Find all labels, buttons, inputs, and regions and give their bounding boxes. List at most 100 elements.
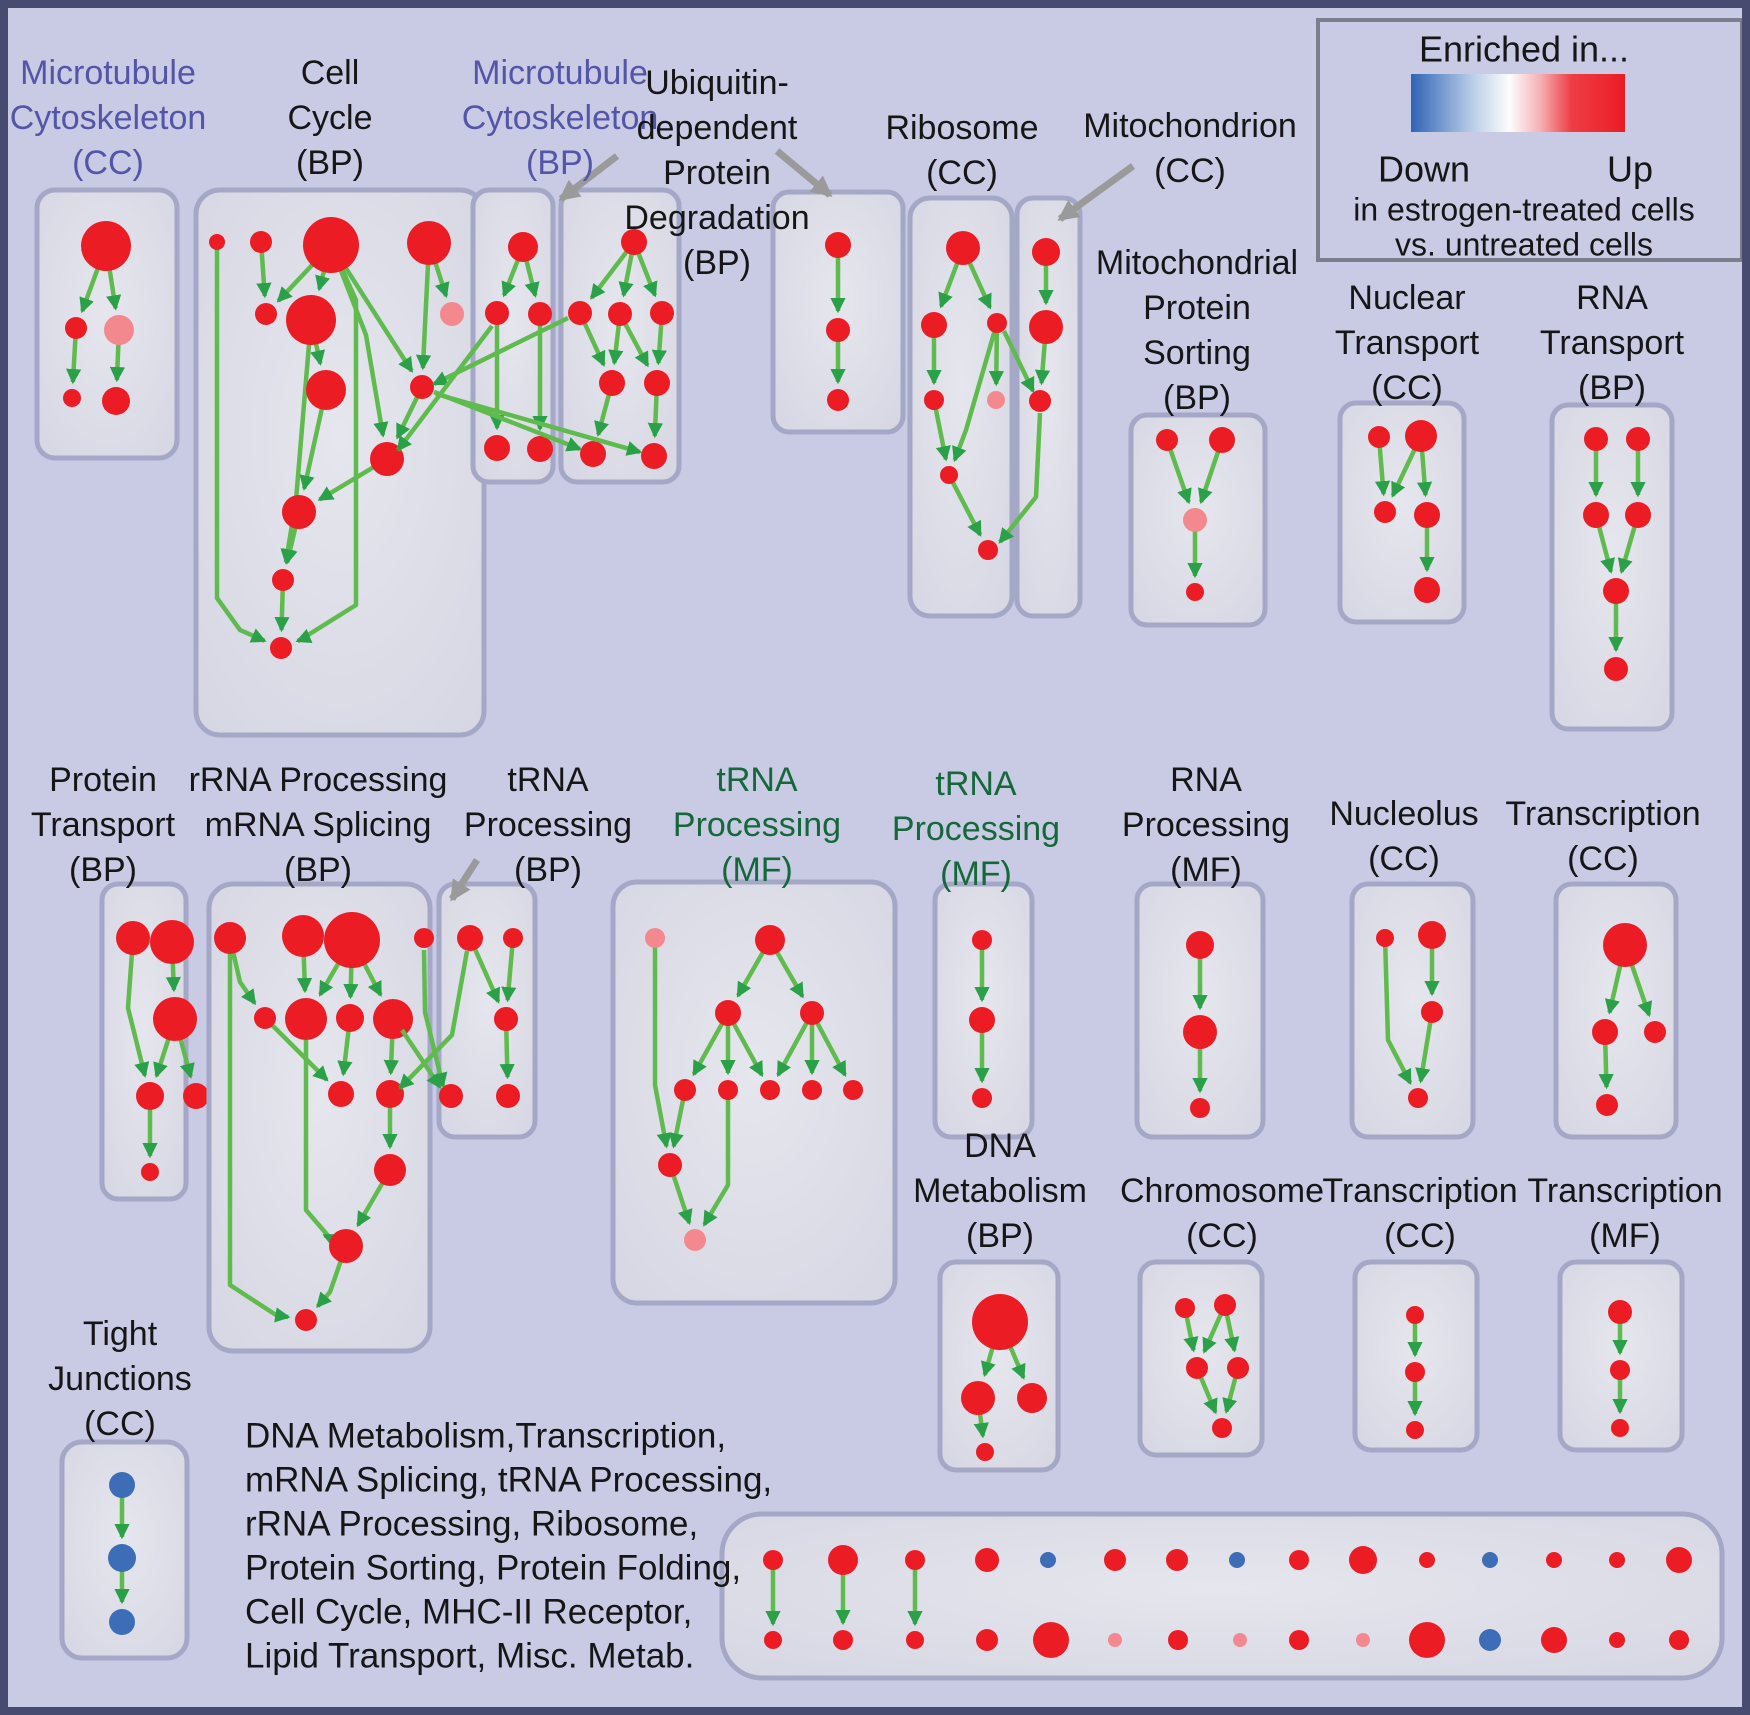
edge-arrow [702,1096,731,1227]
go-node-up-red [961,1381,995,1415]
go-node-up-red [972,930,992,950]
cluster-label-line: (BP) [296,144,364,182]
go-node-up-red [373,999,413,1039]
cluster-label-line: (BP) [514,851,582,889]
cluster-label-line: (CC) [84,1405,156,1443]
cluster-label-transcription-cc-mid: Transcription (CC) [1505,795,1700,878]
cluster-trna-mf-small [932,881,1035,1140]
go-node-weak-pink [645,928,665,948]
go-node-up-red [976,1443,994,1461]
cluster-box [558,187,682,485]
annotation-line: Protein Sorting, Protein Folding, [245,1548,741,1587]
go-node-up-red [370,442,404,476]
edge-arrow [932,405,951,462]
cluster-protein-transport [99,881,209,1202]
go-node-up-red [254,1007,276,1029]
cluster-label-line: Degradation [624,199,809,237]
go-node-up-red [1546,1552,1562,1568]
edge-arrow [1224,1311,1240,1353]
edge-arrow [988,328,1005,387]
cross-edge-arrow [998,412,1043,544]
go-node-up-red [1408,1088,1428,1108]
edge-arrow [580,318,606,367]
cluster-box [1134,881,1266,1140]
edge-arrow [647,390,663,439]
go-node-up-red [1186,583,1204,601]
edge-arrow [256,248,272,299]
edge-arrow [299,401,326,491]
go-node-weak-pink [440,302,464,326]
go-node-weak-pink [104,315,134,345]
cluster-label-line: Ubiquitin- [645,64,789,102]
go-node-down-blue [109,1609,135,1635]
cluster-mitochondrion-cc [1014,195,1083,619]
go-node-up-red [503,928,523,948]
cluster-label-line: Microtubule [472,54,648,92]
edge-arrow [499,1026,515,1080]
edge-arrow [1374,443,1391,497]
cluster-label-line: (BP) [526,144,594,182]
cluster-label-tight-junctions: Tight Junctions (CC) [48,1315,192,1443]
go-node-up-red [485,301,509,325]
go-node-up-red [650,301,674,325]
edge-arrow [652,944,672,1149]
go-node-up-red [150,920,194,964]
cluster-label-line: Cytoskeleton [462,99,659,137]
cluster-trna-bp [436,881,538,1140]
cluster-label-line: Nucleolus [1329,795,1478,833]
cluster-label-line: Sorting [1143,334,1251,372]
go-node-up-red [978,540,998,560]
go-node-up-red [1376,929,1394,947]
go-node-up-red [286,295,336,345]
go-node-up-red [374,1154,406,1186]
edge-arrow [1198,446,1222,505]
go-node-up-red [282,915,324,957]
go-node-up-red [905,1550,925,1570]
cluster-label-line: DNA [964,1127,1036,1165]
go-node-up-red [1032,238,1060,266]
go-node-up-red [924,390,944,410]
edge-arrow [335,259,389,438]
edge-arrow [1167,445,1192,505]
edge-arrow [66,334,82,385]
cluster-box [937,1259,1061,1473]
go-node-up-red [250,231,272,253]
cluster-label-line: Protein [663,154,771,192]
cluster-label-line: Transport [1335,324,1480,362]
go-node-up-red [496,1084,520,1108]
cluster-label-line: (BP) [69,851,137,889]
go-node-up-red [1644,1021,1666,1043]
edge-arrow [668,1096,686,1149]
cluster-dna-metabolism-bp [937,1259,1061,1473]
cluster-label-line: (MF) [721,851,793,889]
go-node-up-red [494,1007,518,1031]
edge-arrow [772,946,805,999]
go-node-up-red [1405,420,1437,452]
go-node-up-red [439,1084,463,1108]
edge-arrow [471,944,501,1004]
go-node-up-red [1414,577,1440,603]
go-node-down-blue [1482,1552,1498,1568]
edge-arrow [1595,521,1616,574]
go-node-up-red [1289,1550,1309,1570]
go-node-up-red [828,1545,858,1575]
cluster-label-line: Microtubule [20,54,196,92]
cluster-ubiquitin-1 [558,187,682,485]
cluster-box [719,1511,1725,1681]
go-node-weak-pink [1108,1633,1122,1647]
go-node-up-red [1418,921,1446,949]
edge-arrow [1202,1310,1225,1354]
go-node-up-red [136,1082,164,1110]
go-node-up-red [1349,1546,1377,1574]
go-node-up-red [1156,429,1178,451]
go-node-up-red [1541,1627,1567,1653]
edge-arrow [1415,1018,1434,1084]
go-node-up-red [272,569,294,591]
edge-arrow [268,1021,329,1082]
go-node-up-red [81,221,131,271]
cluster-microtubule-cc [34,187,180,461]
cluster-label-ubiquitin-degradation: Ubiquitin-dependent Protein Degradation (BP… [624,64,809,282]
edge-arrow [109,338,126,383]
edge-arrow [501,254,522,298]
